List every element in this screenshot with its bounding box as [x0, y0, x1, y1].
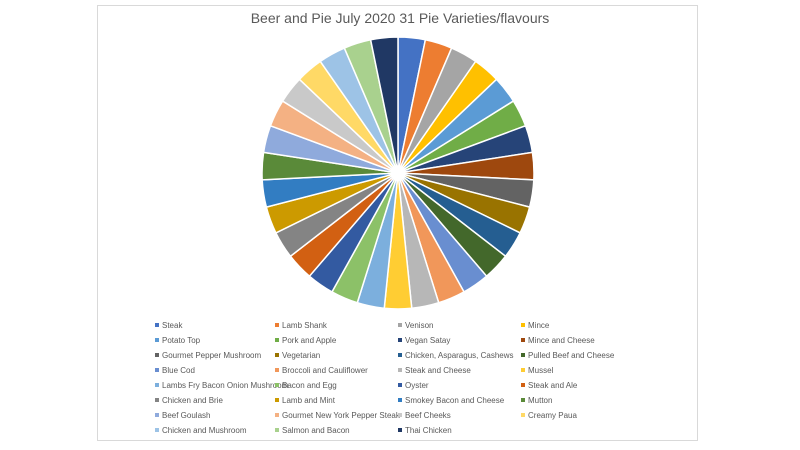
- legend-label: Lamb Shank: [282, 321, 327, 330]
- legend-item: Venison: [398, 321, 433, 331]
- legend-item: Chicken and Mushroom: [155, 426, 246, 436]
- legend-swatch: [398, 397, 402, 402]
- legend-item: Vegan Satay: [398, 336, 450, 346]
- legend-item: Chicken and Brie: [155, 396, 223, 406]
- legend-label: Gourmet Pepper Mushroom: [162, 351, 262, 360]
- legend-label: Chicken and Mushroom: [162, 426, 247, 435]
- legend-swatch: [275, 412, 279, 417]
- legend-swatch: [521, 367, 525, 372]
- legend-item: Broccoli and Cauliflower: [275, 366, 368, 376]
- legend-swatch: [521, 412, 525, 417]
- legend-swatch: [275, 382, 279, 387]
- legend-swatch: [155, 382, 159, 387]
- legend-item: Potato Top: [155, 336, 200, 346]
- legend-label: Mince: [528, 321, 550, 330]
- legend-item: Beef Goulash: [155, 411, 210, 421]
- legend-swatch: [521, 322, 525, 327]
- legend-label: Thai Chicken: [405, 426, 452, 435]
- legend-item: Mince and Cheese: [521, 336, 595, 346]
- legend-label: Chicken and Brie: [162, 396, 223, 405]
- legend-label: Venison: [405, 321, 434, 330]
- legend-label: Blue Cod: [162, 366, 195, 375]
- legend-label: Steak and Cheese: [405, 366, 471, 375]
- legend-item: Oyster: [398, 381, 429, 391]
- legend-label: Oyster: [405, 381, 429, 390]
- legend-swatch: [275, 427, 279, 432]
- pie-slice-thai-chicken: [369, 36, 399, 174]
- legend-swatch: [155, 427, 159, 432]
- legend-item: Pork and Apple: [275, 336, 336, 346]
- legend-swatch: [275, 367, 279, 372]
- legend-swatch: [155, 412, 159, 417]
- legend-swatch: [275, 397, 279, 402]
- legend-item: Mutton: [521, 396, 552, 406]
- legend-label: Potato Top: [162, 336, 201, 345]
- legend-item: Gourmet New York Pepper Steak: [275, 411, 400, 421]
- legend-item: Bacon and Egg: [275, 381, 337, 391]
- legend-item: Pulled Beef and Cheese: [521, 351, 614, 361]
- legend-item: Blue Cod: [155, 366, 195, 376]
- chart-title: Beer and Pie July 2020 31 Pie Varieties/…: [250, 10, 550, 26]
- legend-swatch: [275, 352, 279, 357]
- legend-swatch: [155, 397, 159, 402]
- legend-label: Beef Cheeks: [405, 411, 451, 420]
- legend-item: Creamy Paua: [521, 411, 577, 421]
- legend-item: Steak and Cheese: [398, 366, 471, 376]
- legend-label: Lambs Fry Bacon Onion Mushroom: [162, 381, 289, 390]
- legend-label: Vegetarian: [282, 351, 321, 360]
- legend-swatch: [398, 382, 402, 387]
- legend-item: Thai Chicken: [398, 426, 452, 436]
- legend-swatch: [155, 367, 159, 372]
- legend-swatch: [398, 322, 402, 327]
- legend-item: Beef Cheeks: [398, 411, 451, 421]
- legend-label: Gourmet New York Pepper Steak: [282, 411, 400, 420]
- legend-item: Smokey Bacon and Cheese: [398, 396, 504, 406]
- legend-swatch: [521, 352, 525, 357]
- legend-label: Creamy Paua: [528, 411, 577, 420]
- legend-label: Beef Goulash: [162, 411, 211, 420]
- legend-label: Broccoli and Cauliflower: [282, 366, 368, 375]
- legend-swatch: [155, 322, 159, 327]
- legend-item: Lambs Fry Bacon Onion Mushroom: [155, 381, 288, 391]
- legend-label: Mince and Cheese: [528, 336, 595, 345]
- legend-swatch: [521, 382, 525, 387]
- legend-swatch: [398, 337, 402, 342]
- legend-item: Chicken, Asparagus, Cashews: [398, 351, 514, 361]
- legend-label: Steak: [162, 321, 183, 330]
- legend-swatch: [155, 337, 159, 342]
- legend-swatch: [275, 337, 279, 342]
- legend-swatch: [155, 352, 159, 357]
- legend-swatch: [521, 337, 525, 342]
- legend-swatch: [521, 397, 525, 402]
- legend-label: Mussel: [528, 366, 554, 375]
- legend-label: Lamb and Mint: [282, 396, 335, 405]
- legend-swatch: [275, 322, 279, 327]
- legend-item: Gourmet Pepper Mushroom: [155, 351, 261, 361]
- chart-area: [97, 5, 698, 441]
- legend-label: Vegan Satay: [405, 336, 451, 345]
- legend-swatch: [398, 412, 402, 417]
- legend-item: Salmon and Bacon: [275, 426, 350, 436]
- legend-label: Pulled Beef and Cheese: [528, 351, 615, 360]
- legend-swatch: [398, 367, 402, 372]
- legend-item: Vegetarian: [275, 351, 320, 361]
- legend-label: Steak and Ale: [528, 381, 578, 390]
- legend-item: Mince: [521, 321, 549, 331]
- legend-swatch: [398, 427, 402, 432]
- legend-label: Smokey Bacon and Cheese: [405, 396, 505, 405]
- legend-label: Salmon and Bacon: [282, 426, 350, 435]
- legend-label: Mutton: [528, 396, 553, 405]
- legend-label: Chicken, Asparagus, Cashews: [405, 351, 514, 360]
- legend-swatch: [398, 352, 402, 357]
- legend-item: Lamb Shank: [275, 321, 327, 331]
- legend-item: Steak: [155, 321, 182, 331]
- legend-item: Lamb and Mint: [275, 396, 335, 406]
- legend-item: Mussel: [521, 366, 553, 376]
- legend-item: Steak and Ale: [521, 381, 577, 391]
- legend-label: Pork and Apple: [282, 336, 337, 345]
- legend-label: Bacon and Egg: [282, 381, 337, 390]
